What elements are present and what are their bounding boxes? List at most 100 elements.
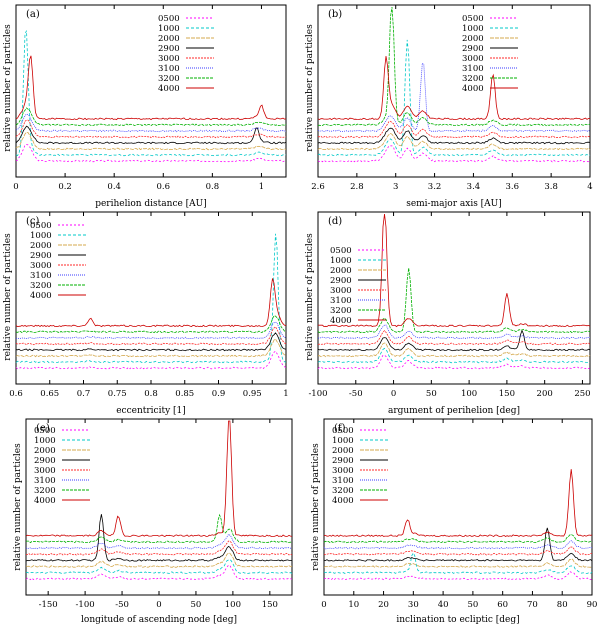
- x-tick-label: 2.6: [311, 182, 325, 192]
- legend-label: 2000: [330, 266, 352, 276]
- x-tick-label: 100: [461, 389, 477, 399]
- series-line-2900: [15, 332, 287, 352]
- x-tick-label: 1: [259, 182, 264, 192]
- panel-f-frame: [323, 418, 593, 596]
- x-tick-label: 0.9: [212, 389, 226, 399]
- series-line-2000: [25, 552, 293, 568]
- legend-label: 2000: [30, 241, 52, 251]
- series-line-3100: [317, 324, 590, 340]
- legend-label: 0500: [30, 221, 52, 231]
- panel-c-frame: [15, 211, 287, 385]
- series-line-2000: [317, 133, 591, 151]
- x-tick-label: 0.85: [175, 389, 194, 399]
- legend-label: 4000: [330, 316, 352, 326]
- legend-label: 1000: [158, 24, 180, 34]
- panel-c-xlabel: eccentricity [1]: [116, 406, 186, 416]
- x-tick-label: 0.7: [77, 389, 91, 399]
- panel-c: (c) relative number of particles eccentr…: [3, 211, 289, 416]
- series-line-1000: [25, 558, 293, 574]
- legend-label: 3200: [34, 486, 56, 496]
- x-tick-label: 0.4: [107, 182, 121, 192]
- legend-label: 3000: [158, 54, 180, 64]
- x-tick-label: 100: [225, 600, 241, 610]
- panel-c-ticks: 0.6 0.65 0.7 0.75 0.8 0.85 0.9 0.95 1: [9, 212, 289, 399]
- legend-label: 2900: [462, 44, 484, 54]
- panel-d-label: (d): [328, 216, 342, 227]
- series-line-4000: [323, 469, 593, 538]
- legend-label: 3200: [332, 486, 354, 496]
- x-tick-label: 0: [321, 600, 326, 610]
- legend-label: 2900: [30, 251, 52, 261]
- x-tick-label: 200: [537, 389, 553, 399]
- panel-b-xlabel: semi-major axis [AU]: [406, 199, 502, 209]
- series-line-0500: [15, 350, 287, 370]
- series-line-2900: [25, 514, 293, 562]
- series-line-1000: [317, 39, 591, 157]
- legend-label: 0500: [158, 14, 180, 24]
- series-line-3000: [317, 120, 591, 139]
- x-tick-label: 0.8: [144, 389, 158, 399]
- legend-label: 2000: [462, 34, 484, 44]
- series-line-3100: [317, 62, 591, 133]
- series-line-3000: [323, 546, 593, 556]
- legend-label: 3000: [30, 261, 52, 271]
- legend-label: 4000: [462, 84, 484, 94]
- legend-label: 2000: [34, 446, 56, 456]
- panel-b-frame: [317, 4, 591, 178]
- series-line-4000: [317, 55, 591, 121]
- x-tick-label: 3: [393, 182, 398, 192]
- x-tick-label: 0.6: [9, 389, 23, 399]
- series-line-4000: [15, 278, 287, 328]
- panel-a-ticks: 0 0.2 0.4 0.6 0.8 1: [13, 5, 264, 192]
- panel-d-ticks: -100 -50 0 50 100 150 200 250: [308, 212, 591, 399]
- series-line-3100: [323, 540, 593, 550]
- series-line-3000: [317, 329, 591, 346]
- x-tick-label: 40: [438, 600, 449, 610]
- series-line-3100: [15, 113, 287, 133]
- x-tick-label: -50: [349, 389, 363, 399]
- series-line-2000: [15, 131, 287, 151]
- legend-label: 2000: [158, 34, 180, 44]
- legend-label: 2900: [158, 44, 180, 54]
- x-tick-label: 30: [408, 600, 419, 610]
- panel-e-ticks: -150 -100 -50 0 50 100 150: [39, 419, 278, 610]
- legend-label: 0500: [332, 426, 354, 436]
- legend-label: 3000: [462, 54, 484, 64]
- panel-e-curves: [25, 420, 293, 581]
- x-tick-label: -100: [76, 600, 95, 610]
- legend-label: 3100: [158, 64, 180, 74]
- legend-label: 1000: [332, 436, 354, 446]
- legend-label: 3200: [158, 74, 180, 84]
- series-line-1000: [317, 347, 591, 364]
- x-tick-label: 250: [574, 389, 590, 399]
- panel-a: (a) relative number of particles perihel…: [3, 4, 287, 209]
- panel-f-curves: [323, 469, 593, 581]
- series-line-4000: [25, 420, 293, 537]
- legend-label: 3100: [34, 476, 56, 486]
- panel-a-frame: [15, 4, 287, 178]
- x-tick-label: 1: [283, 389, 288, 399]
- x-tick-label: 4: [587, 182, 592, 192]
- series-line-0500: [317, 145, 591, 163]
- x-tick-label: 10: [348, 600, 359, 610]
- panel-f-xlabel: inclination to ecliptic [deg]: [396, 615, 519, 625]
- series-line-3000: [15, 119, 287, 139]
- x-tick-label: 50: [426, 389, 437, 399]
- series-line-4000: [15, 55, 287, 121]
- x-tick-label: 80: [557, 600, 568, 610]
- x-tick-label: 50: [467, 600, 478, 610]
- panel-e-xlabel: longitude of ascending node [deg]: [81, 615, 237, 625]
- panel-e-frame: [25, 418, 293, 596]
- legend-label: 3000: [332, 466, 354, 476]
- x-tick-label: 50: [191, 600, 202, 610]
- legend-label: 3100: [330, 296, 352, 306]
- legend-label: 1000: [330, 256, 352, 266]
- x-tick-label: 0.65: [40, 389, 59, 399]
- panel-e-ylabel: relative number of particles: [13, 443, 23, 571]
- legend-label: 3200: [30, 281, 52, 291]
- legend-label: 2000: [332, 446, 354, 456]
- x-tick-label: 0: [391, 389, 396, 399]
- panel-f: (f) relative number of particles inclina…: [311, 418, 597, 625]
